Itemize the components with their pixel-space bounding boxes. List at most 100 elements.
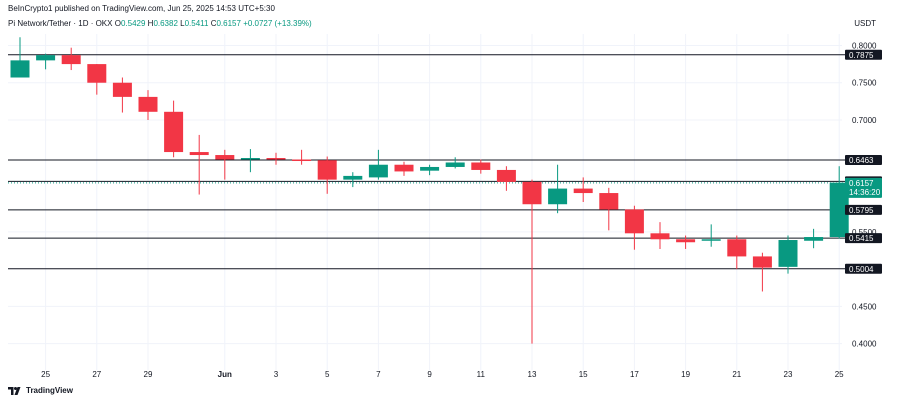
candle-body (343, 175, 363, 180)
time-tick-label: 5 (325, 370, 330, 379)
time-tick-label: Jun (218, 370, 232, 379)
price-tick-label: 0.4000 (852, 340, 877, 349)
time-tick-label: 17 (630, 370, 639, 379)
candle (573, 177, 593, 202)
candle (752, 252, 772, 292)
price-tick-label: 0.4500 (852, 302, 877, 311)
candle-body (778, 240, 798, 267)
time-axis: 25 27 29 Jun 3 5 7 9 11 13 15 17 19 21 23 25 (41, 370, 844, 379)
time-tick-label: 15 (579, 370, 588, 379)
high-label: H (147, 19, 154, 28)
candle (138, 90, 158, 120)
candle-body (420, 166, 440, 171)
candle-body (445, 162, 465, 167)
low-value: 0.5411 (184, 19, 209, 28)
candle-body (164, 111, 184, 153)
candle-body (701, 239, 721, 241)
candle-body (829, 182, 849, 238)
price-tick-label: 0.5500 (852, 228, 877, 237)
horizontal-levels (8, 54, 846, 270)
open-value: 0.5429 (120, 19, 146, 28)
candle-body (292, 159, 312, 162)
close-value: 0.6157 (216, 19, 241, 28)
candle-body (573, 188, 593, 194)
level-price-label: 0.5004 (849, 265, 874, 274)
candle (829, 166, 849, 239)
countdown-label: 14:36:20 (849, 188, 881, 197)
candle (164, 100, 184, 158)
candle (368, 149, 388, 180)
candle-body (676, 239, 696, 243)
candle-body (215, 155, 235, 160)
candle (778, 235, 798, 274)
candle-body (624, 209, 644, 234)
level-price-label: 0.5795 (849, 206, 874, 215)
candle-body (266, 158, 286, 160)
candle (522, 179, 542, 344)
time-tick-label: 29 (144, 370, 153, 379)
open-label: O (114, 19, 121, 28)
candle-body (650, 233, 670, 240)
candle-body (112, 82, 132, 97)
time-tick-label: 27 (92, 370, 101, 379)
candle (650, 222, 670, 249)
time-tick-label: 25 (835, 370, 844, 379)
level-price-tag (845, 263, 882, 274)
candle (471, 159, 491, 174)
high-value: 0.6382 (153, 19, 178, 28)
time-tick-label: 19 (681, 370, 690, 379)
candles (10, 37, 849, 344)
candle (189, 134, 209, 195)
candle-body (804, 237, 824, 241)
current-price-label: 0.6157 (849, 179, 874, 188)
time-tick-label: 9 (427, 370, 432, 379)
candle (701, 224, 721, 247)
price-tick-label: 0.7500 (852, 79, 877, 88)
candle (496, 166, 516, 191)
candle-body (394, 164, 414, 172)
price-tick-label: 0.8000 (852, 41, 877, 50)
level-price-label: 0.6463 (849, 156, 874, 165)
level-price-label: 0.7875 (849, 51, 874, 60)
candle (112, 77, 132, 113)
grid (8, 34, 842, 370)
candle (624, 205, 644, 250)
candle (240, 149, 260, 173)
candle-body (317, 160, 337, 180)
ohlc-legend: Pi Network/Tether · 1D · OKX O0.5429 H0.… (8, 19, 312, 28)
time-tick-label: 23 (784, 370, 793, 379)
level-price-tag (845, 49, 882, 60)
symbol-label[interactable]: Pi Network/Tether · 1D · OKX (8, 19, 113, 28)
candle-body (522, 181, 542, 205)
time-tick-label: 3 (274, 370, 279, 379)
level-price-tag (845, 233, 882, 244)
candle-body (10, 60, 30, 78)
candle (599, 187, 619, 231)
candle (445, 157, 465, 169)
time-tick-label: 25 (41, 370, 50, 379)
candle (36, 53, 56, 70)
candle-body (189, 152, 209, 156)
candle (10, 37, 30, 78)
time-tick-label: 21 (732, 370, 741, 379)
candle-body (240, 158, 260, 160)
current-price-tag (845, 177, 882, 198)
candle (676, 235, 696, 249)
tradingview-logo-icon (8, 386, 21, 395)
candle-body (548, 188, 568, 205)
price-tick-label: 0.7000 (852, 116, 877, 125)
candle (61, 47, 81, 71)
candle-body (36, 55, 56, 61)
level-price-tag (845, 204, 882, 215)
time-tick-label: 7 (376, 370, 381, 379)
candle-body (368, 164, 388, 178)
candle (420, 164, 440, 176)
tradingview-logo[interactable]: TradingView (8, 386, 73, 395)
candle-body (599, 193, 619, 210)
candle-body (138, 96, 158, 112)
time-tick-label: 13 (528, 370, 537, 379)
currency-label: USDT (854, 19, 876, 28)
candle-body (496, 169, 516, 182)
